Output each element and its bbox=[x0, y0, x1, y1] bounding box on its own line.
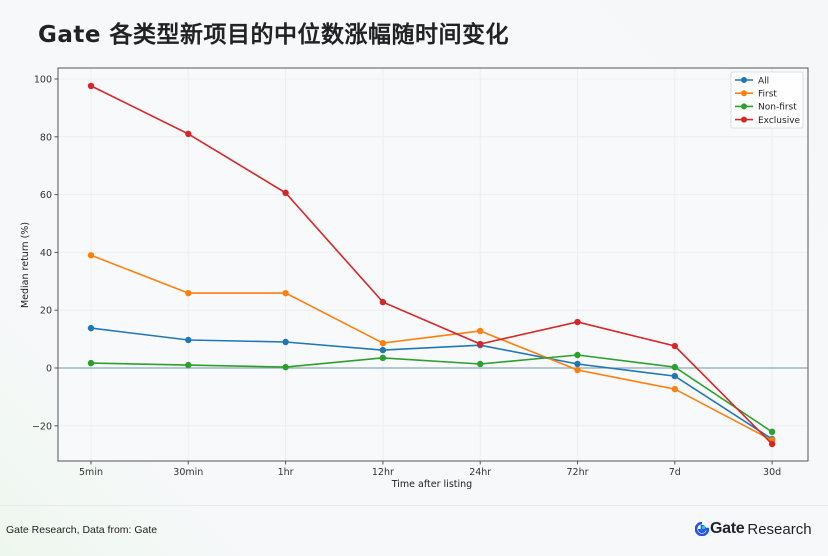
plot-area bbox=[58, 68, 808, 461]
footer-divider bbox=[0, 505, 828, 506]
x-tick-label: 30d bbox=[763, 467, 781, 478]
series-first bbox=[87, 252, 776, 444]
data-point bbox=[87, 359, 95, 367]
y-axis-label: Median return (%) bbox=[20, 222, 31, 308]
series-lines bbox=[87, 82, 776, 448]
x-axis-label: Time after listing bbox=[391, 479, 472, 490]
data-point bbox=[671, 372, 678, 380]
source-note: Gate Research, Data from: Gate bbox=[6, 524, 158, 536]
legend-label: First bbox=[758, 90, 777, 100]
data-point bbox=[282, 289, 289, 297]
series-non-first bbox=[87, 351, 776, 436]
y-tick-label: 0 bbox=[46, 364, 52, 375]
data-point bbox=[282, 338, 289, 346]
data-point bbox=[185, 289, 192, 297]
data-point bbox=[574, 366, 581, 374]
data-point bbox=[768, 428, 776, 436]
legend-label: Non-first bbox=[758, 103, 797, 113]
legend-item: Exclusive bbox=[735, 116, 801, 126]
y-tick-label: 40 bbox=[40, 248, 52, 259]
line-chart: −20 0 20 40 60 80 100 5min 30min 1hr 12hr 24hr 72hr 7… bbox=[20, 67, 809, 490]
y-tick-label: 80 bbox=[40, 132, 52, 143]
x-tick-label: 1hr bbox=[278, 467, 294, 478]
x-tick-label: 30min bbox=[173, 467, 203, 478]
data-point bbox=[671, 342, 678, 350]
data-point bbox=[768, 440, 776, 448]
data-point bbox=[574, 360, 581, 368]
x-tick-label: 7d bbox=[669, 467, 681, 478]
data-point bbox=[379, 339, 387, 347]
data-point bbox=[87, 82, 95, 90]
y-tick-label: −20 bbox=[32, 421, 52, 432]
data-point bbox=[282, 363, 289, 371]
series-all bbox=[87, 324, 776, 443]
brand-research-text: Research bbox=[747, 520, 812, 538]
axes: −20 0 20 40 60 80 100 5min 30min 1hr 12hr 24hr 72hr 7… bbox=[32, 67, 809, 478]
data-point bbox=[87, 324, 95, 332]
data-point bbox=[282, 189, 289, 197]
data-point bbox=[379, 346, 387, 354]
y-tick-label: 60 bbox=[40, 190, 52, 201]
gate-logo-icon bbox=[695, 522, 709, 536]
y-tick-label: 20 bbox=[40, 306, 52, 317]
legend-item: First bbox=[735, 90, 777, 100]
legend-item: All bbox=[735, 76, 769, 86]
y-tick-label: 100 bbox=[34, 75, 52, 86]
series-exclusive bbox=[87, 82, 776, 448]
brand-logo: Gate Research bbox=[695, 520, 812, 538]
legend-item: Non-first bbox=[735, 103, 797, 113]
legend-label: All bbox=[758, 76, 769, 86]
data-point bbox=[671, 385, 678, 393]
data-point bbox=[477, 327, 484, 335]
x-tick-label: 12hr bbox=[372, 467, 394, 478]
x-tick-label: 24hr bbox=[469, 467, 491, 478]
data-point bbox=[477, 360, 484, 368]
x-tick-label: 5min bbox=[79, 467, 103, 478]
data-point bbox=[477, 340, 484, 348]
data-point bbox=[379, 354, 387, 362]
data-point bbox=[185, 361, 192, 369]
data-point bbox=[671, 363, 678, 371]
brand-gate-text: Gate bbox=[710, 520, 745, 537]
x-tick-label: 72hr bbox=[566, 467, 588, 478]
data-point bbox=[185, 130, 192, 138]
data-point bbox=[574, 318, 581, 326]
data-point bbox=[185, 336, 192, 344]
chart-svg: −20 0 20 40 60 80 100 5min 30min 1hr 12hr 24hr 72hr 7… bbox=[20, 67, 809, 490]
page-title: Gate 各类型新项目的中位数涨幅随时间变化 bbox=[38, 22, 509, 48]
data-point bbox=[574, 351, 581, 359]
legend-label: Exclusive bbox=[758, 116, 801, 126]
legend: All First Non-first Exclusive bbox=[730, 71, 804, 129]
data-point bbox=[87, 252, 95, 259]
data-point bbox=[379, 298, 387, 306]
